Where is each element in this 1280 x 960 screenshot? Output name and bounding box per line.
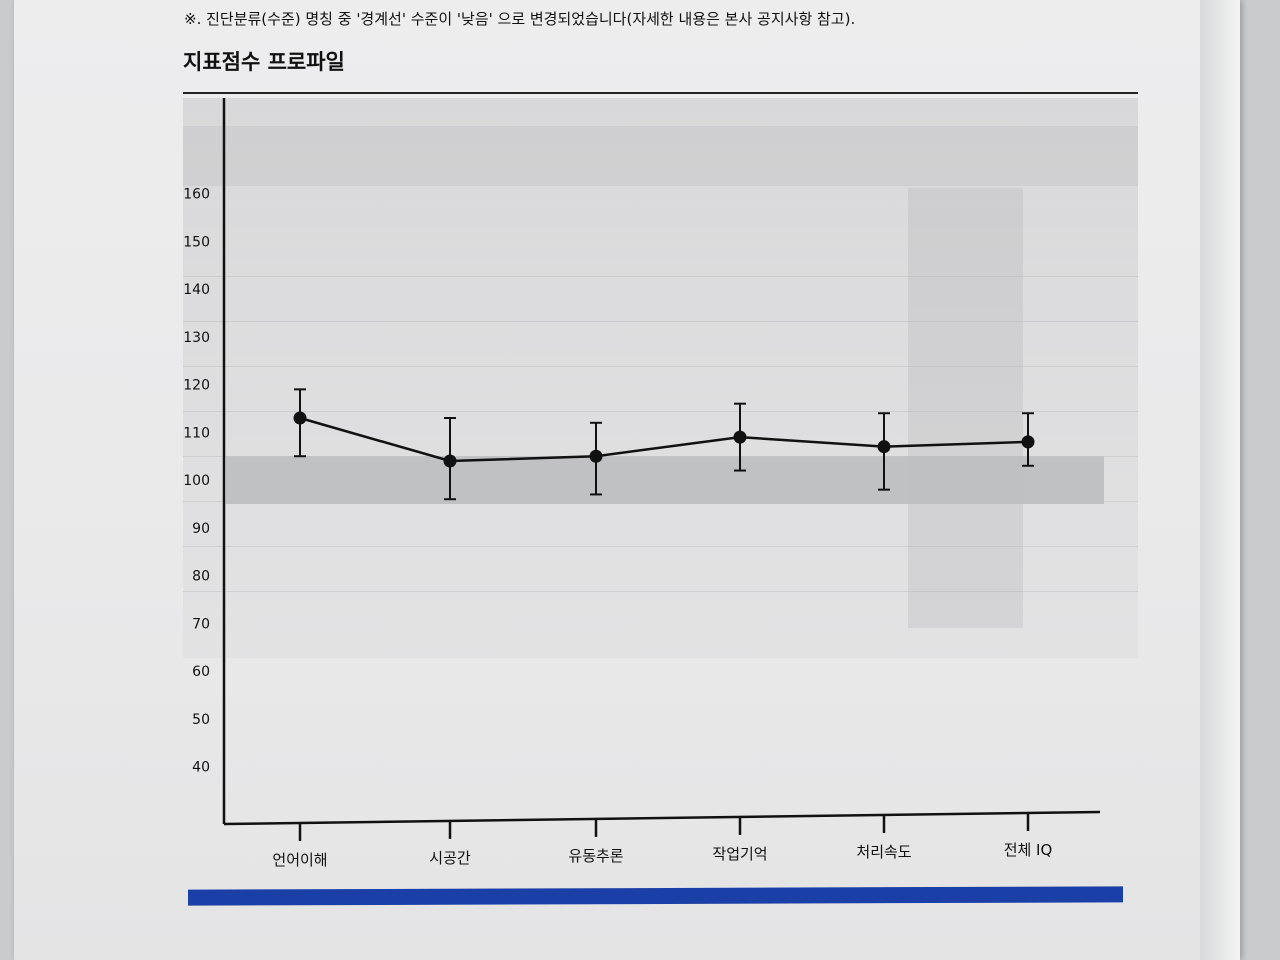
y-tick-label: 150 xyxy=(183,234,210,250)
y-tick-label: 40 xyxy=(192,760,210,776)
y-tick-label: 160 xyxy=(183,187,210,203)
ghost-table-row-line xyxy=(183,546,1138,547)
y-tick-label: 90 xyxy=(192,521,210,537)
x-tick-label: 전체 IQ xyxy=(1004,841,1053,859)
background-table-watermark xyxy=(183,98,1138,658)
data-point xyxy=(877,440,891,454)
data-point xyxy=(293,411,307,425)
x-tick-label: 언어이해 xyxy=(272,851,327,869)
x-axis-line xyxy=(223,810,1101,826)
x-tick-label: 유동추론 xyxy=(568,847,623,865)
ghost-table-shaded-column xyxy=(908,188,1023,628)
data-point xyxy=(443,454,457,468)
x-tick-label: 작업기억 xyxy=(712,845,767,863)
y-tick-label: 120 xyxy=(183,378,210,394)
notice-text: ※. 진단분류(수준) 명칭 중 '경계선' 수준이 '낮음' 으로 변경되었습… xyxy=(184,10,856,28)
ghost-table-row-line xyxy=(183,591,1138,592)
data-point xyxy=(733,430,747,444)
footer-accent-bar xyxy=(188,886,1123,906)
section-title: 지표점수 프로파일 xyxy=(183,50,345,74)
y-tick-label: 50 xyxy=(192,712,210,728)
y-tick-label: 110 xyxy=(183,425,210,441)
y-tick-label: 70 xyxy=(192,616,210,632)
ghost-table-row-line xyxy=(183,321,1138,322)
ghost-table-row-line xyxy=(183,276,1138,277)
y-tick-label: 130 xyxy=(183,330,210,346)
y-tick-label: 60 xyxy=(192,664,210,680)
ghost-table-header xyxy=(183,126,1138,186)
x-tick-label: 시공간 xyxy=(429,849,471,867)
x-tick-label: 처리속도 xyxy=(856,843,911,861)
title-divider xyxy=(183,92,1138,94)
ghost-table-row-line xyxy=(183,366,1138,367)
y-tick-label: 100 xyxy=(183,473,210,489)
series-line xyxy=(299,416,1029,463)
page-edge xyxy=(1200,0,1240,960)
average-range-band xyxy=(226,456,1104,504)
data-point xyxy=(589,449,603,463)
y-tick-label: 140 xyxy=(183,282,210,298)
y-tick-label: 80 xyxy=(192,569,210,585)
ghost-table-row-line xyxy=(183,411,1138,412)
data-point xyxy=(1021,435,1035,449)
